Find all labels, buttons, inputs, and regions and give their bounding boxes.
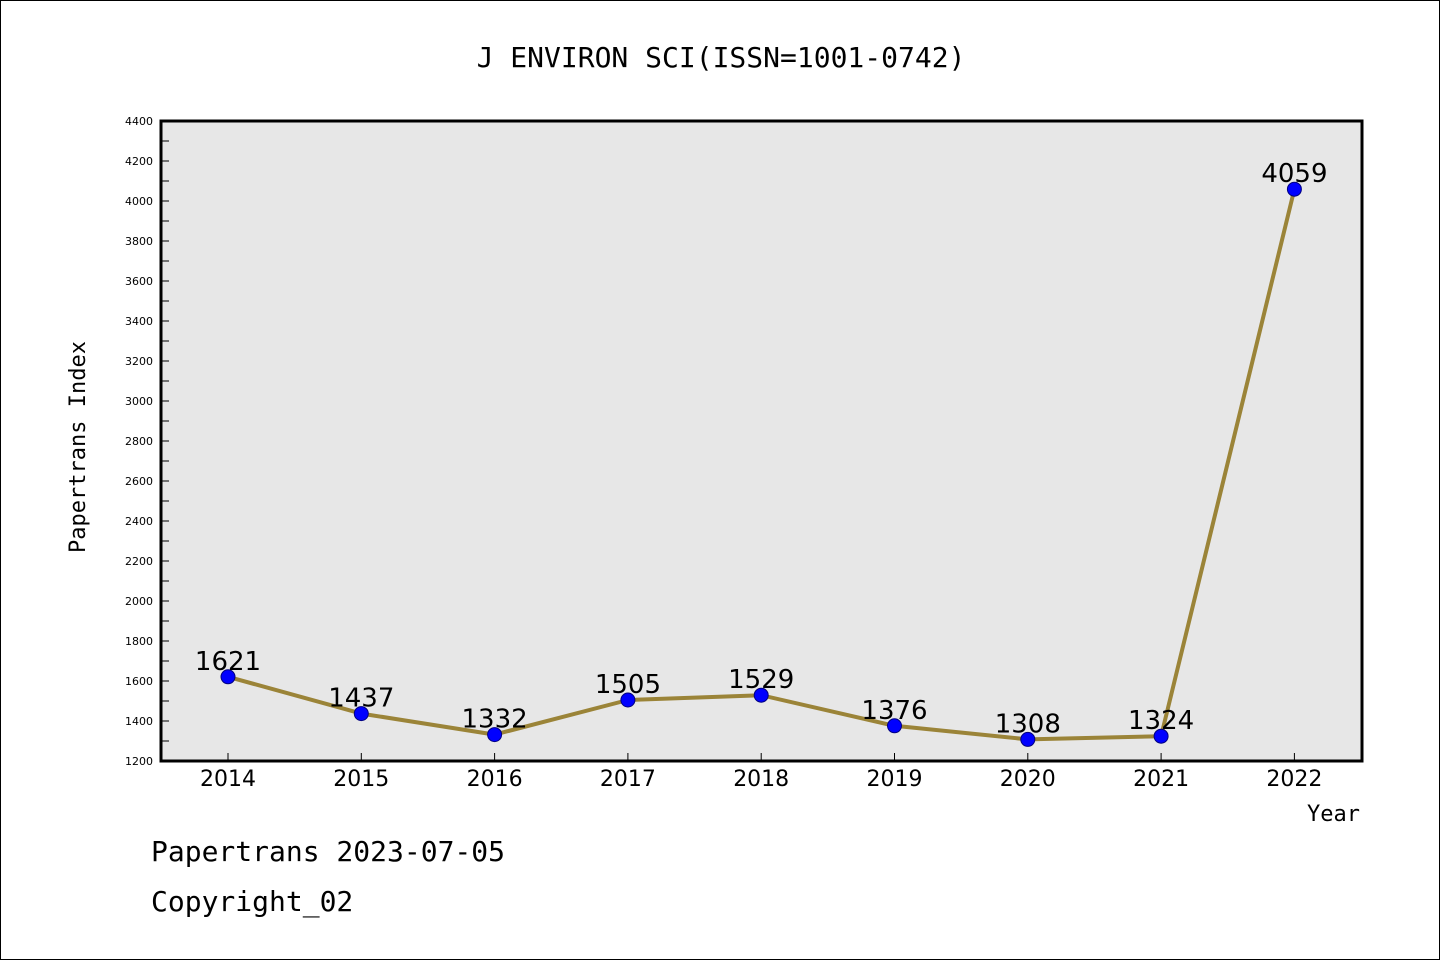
x-tick-label: 2014 <box>200 767 256 792</box>
data-label: 1332 <box>462 705 528 735</box>
x-tick-label: 2022 <box>1266 767 1322 792</box>
series-group <box>220 181 1302 747</box>
data-label: 1324 <box>1128 706 1194 736</box>
x-tick-label: 2020 <box>1000 767 1056 792</box>
x-tick-label: 2019 <box>867 767 923 792</box>
data-point <box>487 727 503 743</box>
y-tick-label: 2200 <box>125 555 153 568</box>
y-tick-label: 3000 <box>125 395 153 408</box>
y-tick-label: 1400 <box>125 715 153 728</box>
y-tick-label: 2400 <box>125 515 153 528</box>
y-tick-label: 1800 <box>125 635 153 648</box>
data-point <box>1153 728 1169 744</box>
y-tick-label: 2600 <box>125 475 153 488</box>
data-label: 1308 <box>995 709 1061 739</box>
data-point <box>1286 181 1302 197</box>
data-point <box>1020 731 1036 747</box>
y-tick-label: 2800 <box>125 435 153 448</box>
x-tick-label: 2016 <box>467 767 523 792</box>
y-tick-label: 4200 <box>125 155 153 168</box>
plot-area <box>161 121 1362 761</box>
footer-date-text: Papertrans 2023-07-05 <box>151 835 506 868</box>
y-tick-label: 1200 <box>125 755 153 768</box>
x-tick-label: 2015 <box>333 767 389 792</box>
y-axis-ticks: 1200 1400 1600 1800 2000 2200 2400 2600 2800 3000… <box>125 115 169 768</box>
y-axis-label: Papertrans Index <box>66 341 91 553</box>
x-tick-label: 2017 <box>600 767 656 792</box>
y-tick-label: 1600 <box>125 675 153 688</box>
y-tick-label: 2000 <box>125 595 153 608</box>
x-axis-label: Year <box>1307 802 1360 827</box>
data-label: 1529 <box>728 665 794 695</box>
data-label: 1437 <box>328 684 394 714</box>
y-tick-label: 3200 <box>125 355 153 368</box>
data-label: 1621 <box>195 647 261 677</box>
data-point <box>220 669 236 685</box>
y-tick-label: 3800 <box>125 235 153 248</box>
y-tick-label: 3400 <box>125 315 153 328</box>
x-tick-label: 2018 <box>733 767 789 792</box>
data-label: 1376 <box>861 696 927 726</box>
data-point <box>353 706 369 722</box>
x-axis-ticks: 2014 2015 2016 2017 2018 2019 2020 2021 2022 <box>200 753 1322 792</box>
data-label: 4059 <box>1261 159 1327 189</box>
data-point <box>887 718 902 734</box>
chart-title: J ENVIRON SCI(ISSN=1001-0742) <box>477 41 966 74</box>
y-tick-label: 3600 <box>125 275 153 288</box>
data-label: 1505 <box>595 670 661 700</box>
data-labels: 1621 1437 1332 1505 1529 1376 1308 1324 4059 <box>195 159 1328 739</box>
data-point <box>620 692 636 708</box>
y-tick-label: 4000 <box>125 195 153 208</box>
y-tick-label: 4400 <box>125 115 153 128</box>
data-point <box>753 687 769 703</box>
x-tick-label: 2021 <box>1133 767 1189 792</box>
plot-frame <box>159 119 1364 763</box>
footer-copyright-text: Copyright_02 <box>151 885 354 918</box>
